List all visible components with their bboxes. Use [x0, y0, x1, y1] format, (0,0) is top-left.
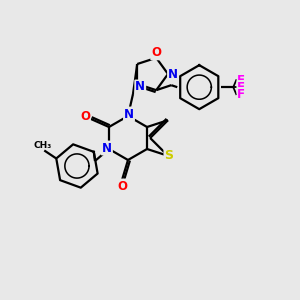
- Text: F: F: [237, 74, 245, 87]
- Text: N: N: [102, 142, 112, 154]
- Text: N: N: [168, 68, 178, 80]
- Text: S: S: [164, 149, 173, 162]
- Text: CH₃: CH₃: [33, 141, 51, 150]
- Text: O: O: [80, 110, 90, 124]
- Text: O: O: [151, 46, 161, 59]
- Text: N: N: [135, 80, 145, 94]
- Text: O: O: [117, 179, 127, 193]
- Text: F: F: [237, 88, 245, 101]
- Text: F: F: [237, 81, 245, 94]
- Text: N: N: [124, 107, 134, 121]
